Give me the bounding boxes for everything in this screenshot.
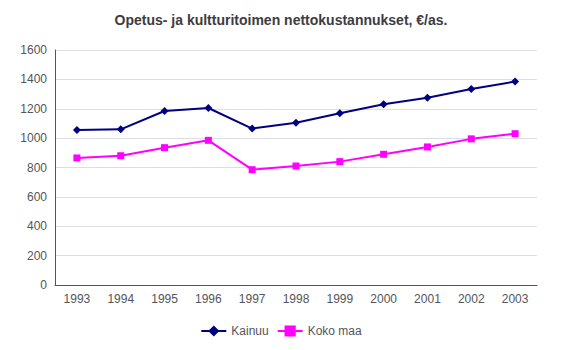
svg-text:800: 800 [27,161,47,175]
svg-text:Koko maa: Koko maa [308,324,362,338]
svg-text:2001: 2001 [414,292,441,306]
svg-text:1200: 1200 [20,102,47,116]
svg-text:400: 400 [27,219,47,233]
svg-text:2000: 2000 [370,292,397,306]
svg-text:1994: 1994 [107,292,134,306]
svg-text:2003: 2003 [502,292,529,306]
svg-text:1600: 1600 [20,43,47,57]
svg-text:600: 600 [27,190,47,204]
svg-text:2002: 2002 [458,292,485,306]
svg-text:0: 0 [40,278,47,292]
svg-text:1000: 1000 [20,131,47,145]
svg-text:1996: 1996 [195,292,222,306]
svg-text:200: 200 [27,249,47,263]
svg-text:1997: 1997 [239,292,266,306]
svg-text:Kainuu: Kainuu [231,324,268,338]
svg-text:1995: 1995 [151,292,178,306]
svg-text:Opetus- ja kultturitoimen nett: Opetus- ja kultturitoimen nettokustannuk… [115,12,448,28]
svg-text:1998: 1998 [283,292,310,306]
svg-text:1400: 1400 [20,72,47,86]
svg-text:1993: 1993 [64,292,91,306]
svg-text:1999: 1999 [326,292,353,306]
